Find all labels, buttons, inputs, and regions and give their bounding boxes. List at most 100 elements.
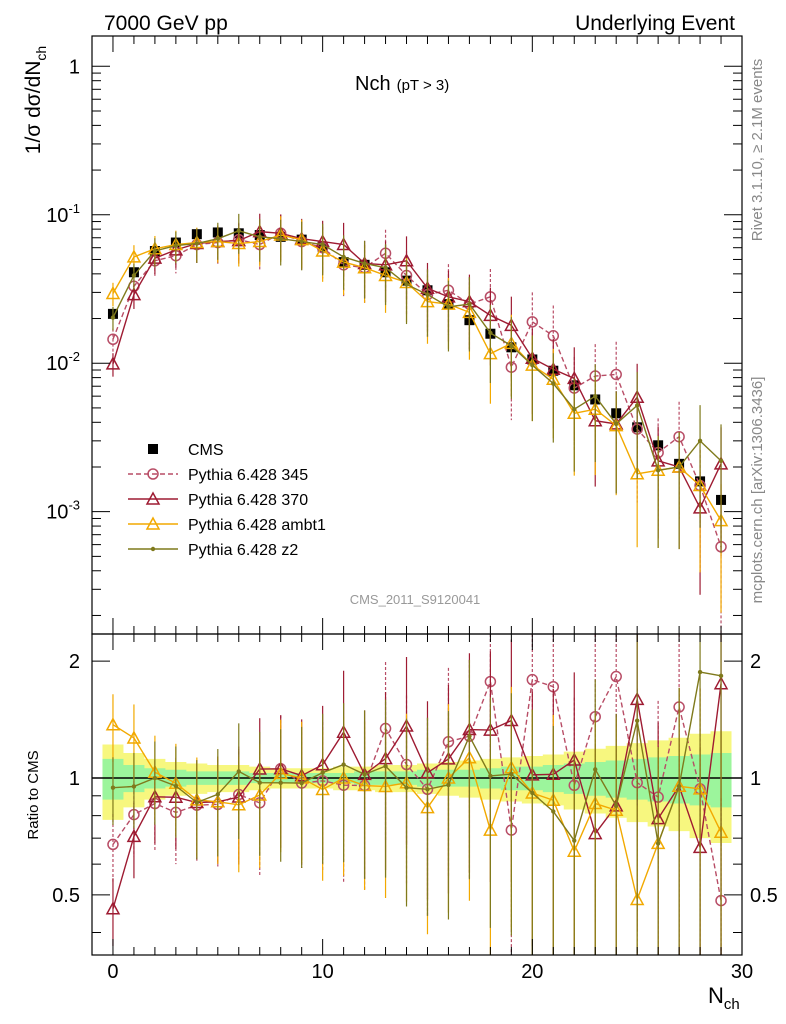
- legend-label: Pythia 6.428 z2: [188, 542, 298, 559]
- point-4-26: [655, 468, 661, 473]
- series-3: [105, 216, 729, 955]
- point-4-8: [278, 236, 283, 241]
- legend-label: CMS: [188, 442, 224, 459]
- point-4-1: [131, 273, 137, 278]
- ratio-point-3-0: [105, 717, 121, 731]
- ratio-point-4-13: [383, 763, 388, 769]
- ratio-point-4-9: [299, 780, 304, 786]
- ratio-point-4-27: [676, 784, 682, 789]
- ratio-point-4-19: [509, 771, 514, 777]
- point-4-0: [110, 315, 116, 320]
- x-tick-label: 20: [521, 961, 543, 983]
- ratio-line-1: [112, 674, 722, 901]
- point-4-17: [467, 301, 472, 307]
- ratio-point-4-28: [697, 669, 703, 675]
- ratio-point-4-7: [257, 780, 262, 785]
- point-4-15: [425, 292, 430, 297]
- ratio-y-tick-label-right: 0.5: [750, 885, 778, 907]
- point-4-20: [530, 362, 535, 368]
- point-4-3: [173, 243, 179, 248]
- point-4-10: [320, 242, 325, 247]
- y-tick-label: 1: [69, 56, 80, 78]
- series-4: [110, 213, 724, 955]
- ratio-point-4-14: [404, 785, 409, 790]
- ratio-point-4-6: [236, 769, 241, 774]
- legend-label: Pythia 6.428 370: [188, 492, 308, 509]
- ratio-line-4: [112, 671, 722, 847]
- ratio-point-4-10: [320, 770, 325, 775]
- point-4-24: [613, 421, 619, 427]
- ratio-point-2-0: [105, 901, 121, 915]
- legend-marker: [150, 546, 156, 552]
- point-4-18: [488, 330, 493, 336]
- ratio-point-4-25: [634, 718, 640, 723]
- header-left: 7000 GeV pp: [104, 12, 228, 35]
- ratio-ylabel: Ratio to CMS: [25, 750, 42, 839]
- ratio-point-4-22: [572, 838, 577, 843]
- ratio-y-tick-label: 1: [69, 768, 80, 790]
- ratio-y-tick-label: 0.5: [52, 885, 80, 907]
- y-tick-label: 10-3: [46, 498, 80, 524]
- ratio-point-4-26: [655, 841, 661, 846]
- point-1-24: [610, 368, 622, 381]
- legend-marker: [147, 468, 159, 480]
- plot-title-main: Nch: [355, 73, 391, 95]
- ratio-frame: [91, 633, 743, 956]
- ratio-point-4-21: [551, 809, 556, 814]
- svg-text:Nch(pT > 3): Nch (pT > 3): [355, 73, 449, 95]
- point-2-1: [126, 287, 142, 301]
- point-1-20: [526, 316, 539, 328]
- legend-entry-0: CMS: [148, 442, 224, 459]
- series-1: [107, 214, 727, 955]
- ratio-point-4-16: [446, 782, 451, 788]
- point-4-11: [341, 254, 346, 260]
- ratio-point-4-8: [278, 780, 283, 786]
- point-4-14: [404, 282, 409, 287]
- point-4-7: [257, 234, 262, 240]
- point-4-6: [236, 228, 241, 233]
- ylabel-main: 1/σ dσ/dN: [22, 61, 45, 155]
- ratio-point-4-23: [593, 767, 598, 772]
- svg-text:Nch: Nch: [708, 983, 740, 1013]
- y-tick-label: 10-1: [46, 201, 80, 227]
- axes-layer: 0 10 20 30 1 10-1 10-2 10-3 2 2 1 1 0.5 0.5: [46, 35, 778, 983]
- ratio-point-1-0: [107, 838, 119, 851]
- legend: CMS Pythia 6.428 345 Pythia 6.428 370 Pythi…: [128, 442, 326, 559]
- ratio-point-4-20: [530, 790, 535, 796]
- ratio-point-4-18: [488, 773, 493, 779]
- header-right: Underlying Event: [575, 12, 735, 35]
- point-4-27: [676, 464, 682, 470]
- svg-text:1/σ dσ/dNch: 1/σ dσ/dNch: [22, 46, 49, 154]
- y-axis-title: 1/σ dσ/dNch: [22, 46, 49, 154]
- ratio-point-4-29: [718, 673, 724, 679]
- ratio-point-2-1: [126, 828, 142, 843]
- point-4-28: [697, 438, 703, 444]
- point-4-21: [551, 381, 556, 386]
- x-axis-title: Nch: [708, 983, 740, 1013]
- point-3-0: [105, 285, 121, 300]
- ratio-point-1-20: [526, 673, 539, 686]
- point-4-22: [572, 407, 577, 412]
- ratio-point-4-17: [467, 733, 472, 739]
- ratio-y-tick-label-right: 1: [750, 768, 761, 790]
- point-4-19: [509, 343, 514, 349]
- legend-label: Pythia 6.428 ambt1: [188, 517, 326, 534]
- point-4-9: [299, 239, 304, 244]
- ratio-point-1-24: [610, 670, 622, 683]
- series-line-4: [112, 230, 722, 472]
- xlabel-sub: ch: [724, 996, 740, 1013]
- point-4-13: [383, 265, 388, 270]
- ratio-point-4-11: [341, 762, 346, 767]
- ratio-point-4-5: [215, 792, 221, 797]
- series-layer: [105, 213, 729, 955]
- ratio-point-4-15: [425, 787, 430, 792]
- point-4-29: [718, 458, 724, 464]
- legend-entry-3: Pythia 6.428 ambt1: [128, 516, 326, 534]
- ratio-point-4-24: [613, 803, 619, 809]
- x-tick-label: 30: [731, 961, 753, 983]
- legend-marker: [148, 444, 158, 454]
- point-1-0: [107, 333, 119, 346]
- series-2: [105, 213, 729, 955]
- point-4-25: [634, 403, 640, 408]
